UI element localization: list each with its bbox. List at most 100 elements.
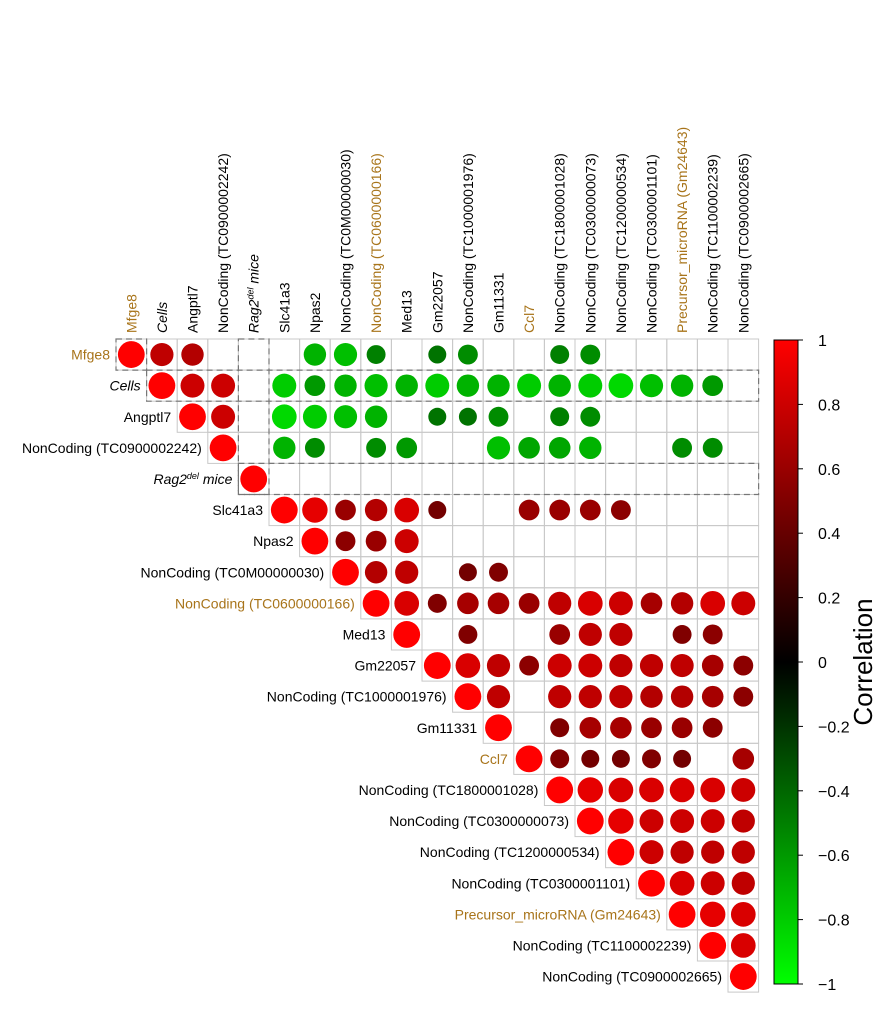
corr-circle [548, 591, 572, 615]
grid-cell [635, 525, 668, 558]
corr-circle [364, 498, 388, 522]
corr-circle [549, 624, 571, 645]
grid-cell [635, 338, 668, 371]
corr-circle [304, 437, 325, 458]
corr-circle [179, 403, 206, 431]
corr-circle [607, 838, 635, 866]
grid-cell [452, 494, 484, 527]
corr-circle [547, 653, 572, 678]
col-label-noncoding-tc0900002242: NonCoding (TC0900002242) [215, 153, 231, 333]
grid-cell [513, 556, 545, 589]
corr-circle [731, 840, 755, 864]
corr-circle [608, 373, 634, 399]
grid-cell [299, 462, 331, 495]
colorbar-tick-label: 1 [818, 333, 827, 350]
corr-circle [335, 499, 356, 521]
col-label-rag2del-mice: Rag2del mice [246, 254, 262, 333]
row-label-noncoding-tc0m00000030: NonCoding (TC0M00000030) [141, 564, 325, 580]
row-label-slc41a3: Slc41a3 [212, 502, 263, 518]
grid-cell [482, 338, 515, 371]
row-label-gm22057: Gm22057 [355, 658, 417, 674]
corr-circle [518, 499, 540, 521]
grid-cell [666, 556, 698, 589]
grid-cell [237, 400, 270, 433]
col-label-angptl7: Angptl7 [185, 285, 201, 333]
corr-circle [457, 592, 479, 615]
row-label-noncoding-tc0300001101: NonCoding (TC0300001101) [451, 875, 630, 891]
grid-cell [360, 462, 392, 495]
grid-cell [482, 494, 515, 527]
corr-circle [672, 437, 693, 458]
corr-circle [579, 436, 602, 460]
grid-cell [727, 556, 760, 589]
corr-circle [733, 686, 754, 707]
corr-circle [396, 437, 418, 459]
grid-cell [696, 494, 729, 527]
corr-circle [670, 374, 694, 397]
grid-cell [390, 400, 423, 433]
colorbar-tick-label: 0.2 [818, 591, 840, 608]
grid-cell [666, 494, 698, 527]
corr-circle [608, 808, 634, 834]
col-label-noncoding-tc0600000166: NonCoding (TC0600000166) [368, 153, 384, 333]
corr-circle [365, 530, 387, 552]
corr-circle [393, 621, 421, 648]
corr-circle [334, 374, 357, 397]
dashed-col-box [237, 338, 270, 496]
row-label-precursor-microrna-gm24643: Precursor_microRNA (Gm24643) [455, 906, 661, 922]
corr-circle [580, 344, 601, 365]
corr-circle [670, 685, 694, 708]
grid-cell [727, 618, 760, 651]
grid-cell [727, 462, 760, 495]
corr-circle [609, 622, 633, 647]
row-label-mfge8: Mfge8 [71, 347, 110, 363]
row-label-noncoding-tc1100002239: NonCoding (TC1100002239) [513, 937, 692, 953]
corr-circle [486, 436, 511, 460]
corr-circle [731, 871, 755, 895]
corr-circle [427, 593, 447, 613]
corr-circle [699, 932, 727, 959]
grid-cell [727, 494, 760, 527]
grid-cell [513, 618, 545, 651]
grid-cell [696, 742, 729, 775]
col-label-cells: Cells [154, 302, 170, 333]
grid-cell [727, 525, 760, 558]
corr-circle [548, 374, 571, 397]
grid-cell [452, 431, 484, 464]
corr-circle [641, 717, 662, 739]
grid-cell [696, 462, 729, 495]
row-label-noncoding-tc0900002242: NonCoding (TC0900002242) [22, 440, 202, 456]
corr-circle [730, 933, 756, 958]
corr-circle [578, 622, 602, 647]
grid-cell [605, 462, 637, 495]
grid-cell [574, 462, 607, 495]
grid-cell [482, 618, 515, 651]
corr-circle [731, 777, 756, 802]
corr-circle [271, 404, 297, 430]
corr-circle [701, 685, 724, 708]
grid-cell [727, 338, 760, 371]
corr-circle [670, 653, 694, 678]
corr-circle [211, 404, 236, 429]
corr-circle [485, 714, 512, 742]
grid-cell [605, 338, 637, 371]
corr-circle [301, 527, 329, 555]
corr-circle [700, 777, 726, 803]
corr-circle [639, 777, 664, 803]
col-label-noncoding-tc0300000073: NonCoding (TC0300000073) [582, 153, 598, 333]
grid-cell [543, 525, 576, 558]
corr-circle [425, 373, 450, 398]
grid-cell [237, 431, 270, 464]
corr-circle [428, 501, 447, 520]
grid-cell [605, 400, 637, 433]
grid-cell [207, 338, 239, 371]
row-label-npas2: Npas2 [253, 533, 294, 549]
corr-circle [702, 717, 723, 738]
corr-circle [550, 718, 570, 738]
corr-circle [608, 777, 634, 803]
corr-circle [668, 900, 696, 928]
corr-circle [578, 685, 602, 709]
corr-circle [578, 373, 603, 398]
colorbar-tick-label: −0.8 [818, 913, 850, 930]
